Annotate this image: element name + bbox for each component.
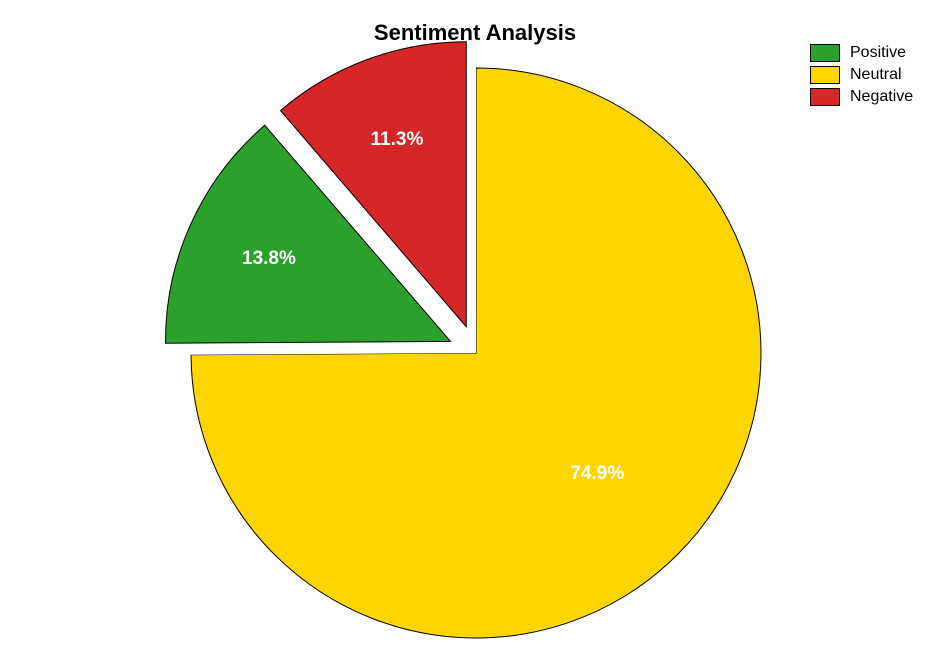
legend-label: Neutral — [850, 66, 902, 84]
legend: Positive Neutral Negative — [810, 44, 913, 110]
legend-label: Positive — [850, 44, 906, 62]
legend-item: Negative — [810, 88, 913, 106]
legend-label: Negative — [850, 88, 913, 106]
chart-title: Sentiment Analysis — [0, 20, 950, 46]
slice-label: 74.9% — [570, 463, 624, 485]
slice-label: 11.3% — [371, 129, 424, 151]
legend-swatch — [810, 88, 840, 106]
legend-swatch — [810, 66, 840, 84]
legend-item: Neutral — [810, 66, 913, 84]
legend-swatch — [810, 44, 840, 62]
legend-item: Positive — [810, 44, 913, 62]
chart-container: { "chart": { "type": "pie", "title": "Se… — [0, 0, 950, 662]
pie-chart — [0, 0, 950, 662]
slice-label: 13.8% — [242, 248, 296, 270]
